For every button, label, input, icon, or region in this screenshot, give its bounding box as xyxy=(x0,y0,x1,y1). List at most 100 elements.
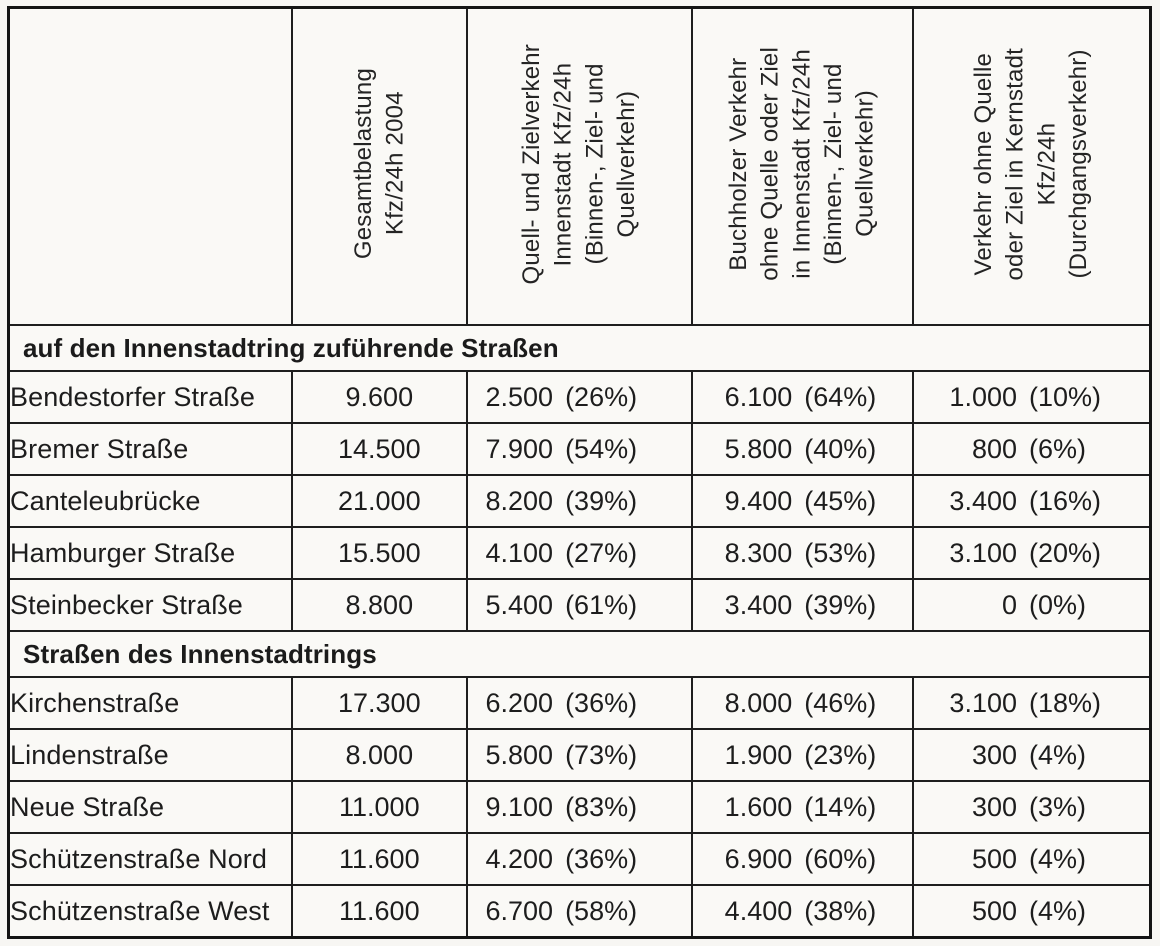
percent: (73%) xyxy=(565,739,638,770)
percent: (60%) xyxy=(804,843,877,874)
value: 4.200 xyxy=(485,843,554,874)
percent: (54%) xyxy=(565,433,638,464)
total-value: 11.600 xyxy=(290,832,468,886)
section-title-2: Straßen des Innenstadtrings xyxy=(7,630,1152,678)
percent: (16%) xyxy=(1029,485,1102,516)
buchholzer-cell: 1.900 (23%) xyxy=(691,728,915,782)
table-header-row: Gesamtbelastung Kfz/24h 2004 Quell- und … xyxy=(7,6,1152,326)
percent: (4%) xyxy=(1029,843,1087,874)
table-row: Canteleubrücke 21.000 8.200 (39%) 9.400 (4… xyxy=(7,474,1152,528)
percent: (4%) xyxy=(1029,895,1087,926)
col-header-cell-quell-zielverkehr: Quell- und Zielverkehr Innenstadt Kfz/24… xyxy=(465,6,694,326)
percent: (64%) xyxy=(804,381,877,412)
durchgang-cell: 800 (6%) xyxy=(912,422,1152,476)
percent: (36%) xyxy=(565,687,638,718)
street-name: Neue Straße xyxy=(7,780,293,834)
durchgang-cell: 3.400 (16%) xyxy=(912,474,1152,528)
percent: (14%) xyxy=(804,791,877,822)
percent: (61%) xyxy=(565,589,638,620)
value: 3.400 xyxy=(949,485,1017,516)
quell-ziel-cell: 2.500 (26%) xyxy=(465,370,694,424)
street-name: Schützenstraße West xyxy=(7,884,293,939)
value: 0 xyxy=(1001,589,1017,620)
value: 500 xyxy=(971,843,1017,874)
value: 2.500 xyxy=(485,381,554,412)
percent: (46%) xyxy=(804,687,877,718)
value: 1.600 xyxy=(724,791,793,822)
value: 8.000 xyxy=(724,687,793,718)
buchholzer-cell: 4.400 (38%) xyxy=(691,884,915,939)
value: 3.400 xyxy=(724,589,793,620)
col-header-cell-durchgangsverkehr: Verkehr ohne Quelle oder Ziel in Kernsta… xyxy=(912,6,1152,326)
quell-ziel-cell: 6.700 (58%) xyxy=(465,884,694,939)
table-row: Hamburger Straße 15.500 4.100 (27%) 8.300… xyxy=(7,526,1152,580)
street-name: Hamburger Straße xyxy=(7,526,293,580)
street-name: Lindenstraße xyxy=(7,728,293,782)
percent: (39%) xyxy=(804,589,877,620)
durchgang-cell: 0 (0%) xyxy=(912,578,1152,632)
table-row: Neue Straße 11.000 9.100 (83%) 1.600 (14%)… xyxy=(7,780,1152,834)
buchholzer-cell: 1.600 (14%) xyxy=(691,780,915,834)
total-value: 8.800 xyxy=(290,578,468,632)
street-name: Schützenstraße Nord xyxy=(7,832,293,886)
buchholzer-cell: 5.800 (40%) xyxy=(691,422,915,476)
buchholzer-cell: 8.000 (46%) xyxy=(691,676,915,730)
quell-ziel-cell: 5.800 (73%) xyxy=(465,728,694,782)
table-row: Lindenstraße 8.000 5.800 (73%) 1.900 (23%)… xyxy=(7,728,1152,782)
street-name: Steinbecker Straße xyxy=(7,578,293,632)
col-header-cell-buchholzer-verkehr: Buchholzer Verkehr ohne Quelle oder Ziel… xyxy=(691,6,915,326)
street-name: Canteleubrücke xyxy=(7,474,293,528)
value: 6.200 xyxy=(485,687,554,718)
durchgang-cell: 1.000 (10%) xyxy=(912,370,1152,424)
percent: (40%) xyxy=(804,433,877,464)
percent: (20%) xyxy=(1029,537,1102,568)
durchgang-cell: 300 (3%) xyxy=(912,780,1152,834)
total-value: 21.000 xyxy=(290,474,468,528)
col-header-buchholzer-verkehr: Buchholzer Verkehr ohne Quelle oder Ziel… xyxy=(725,47,880,281)
value: 300 xyxy=(971,791,1017,822)
buchholzer-cell: 3.400 (39%) xyxy=(691,578,915,632)
street-name: Bendestorfer Straße xyxy=(7,370,293,424)
street-name: Bremer Straße xyxy=(7,422,293,476)
value: 300 xyxy=(971,739,1017,770)
section-header-row-2: Straßen des Innenstadtrings xyxy=(7,630,1152,678)
table-row: Steinbecker Straße 8.800 5.400 (61%) 3.40… xyxy=(7,578,1152,632)
value: 7.900 xyxy=(485,433,554,464)
durchgang-cell: 3.100 (20%) xyxy=(912,526,1152,580)
value: 5.400 xyxy=(485,589,554,620)
value: 500 xyxy=(971,895,1017,926)
value: 9.400 xyxy=(724,485,793,516)
value: 8.200 xyxy=(485,485,554,516)
traffic-volume-table: Gesamtbelastung Kfz/24h 2004 Quell- und … xyxy=(7,6,1152,939)
percent: (83%) xyxy=(565,791,638,822)
total-value: 9.600 xyxy=(290,370,468,424)
table-row: Bremer Straße 14.500 7.900 (54%) 5.800 (40… xyxy=(7,422,1152,476)
section-title-1: auf den Innenstadtring zuführende Straße… xyxy=(7,324,1152,372)
table-row: Bendestorfer Straße 9.600 2.500 (26%) 6.1… xyxy=(7,370,1152,424)
total-value: 11.000 xyxy=(290,780,468,834)
value: 4.400 xyxy=(724,895,793,926)
total-value: 17.300 xyxy=(290,676,468,730)
table-row: Kirchenstraße 17.300 6.200 (36%) 8.000 (46… xyxy=(7,676,1152,730)
total-value: 15.500 xyxy=(290,526,468,580)
value: 3.100 xyxy=(949,537,1017,568)
percent: (4%) xyxy=(1029,739,1087,770)
percent: (0%) xyxy=(1029,589,1087,620)
percent: (3%) xyxy=(1029,791,1087,822)
quell-ziel-cell: 8.200 (39%) xyxy=(465,474,694,528)
value: 3.100 xyxy=(949,687,1017,718)
col-header-quell-zielverkehr: Quell- und Zielverkehr Innenstadt Kfz/24… xyxy=(518,43,641,285)
percent: (23%) xyxy=(804,739,877,770)
percent: (6%) xyxy=(1029,433,1087,464)
percent: (27%) xyxy=(565,537,638,568)
value: 6.700 xyxy=(485,895,554,926)
percent: (18%) xyxy=(1029,687,1102,718)
durchgang-cell: 300 (4%) xyxy=(912,728,1152,782)
street-name: Kirchenstraße xyxy=(7,676,293,730)
total-value: 8.000 xyxy=(290,728,468,782)
quell-ziel-cell: 5.400 (61%) xyxy=(465,578,694,632)
value: 6.900 xyxy=(724,843,793,874)
percent: (26%) xyxy=(565,381,638,412)
value: 1.000 xyxy=(949,381,1017,412)
quell-ziel-cell: 4.200 (36%) xyxy=(465,832,694,886)
